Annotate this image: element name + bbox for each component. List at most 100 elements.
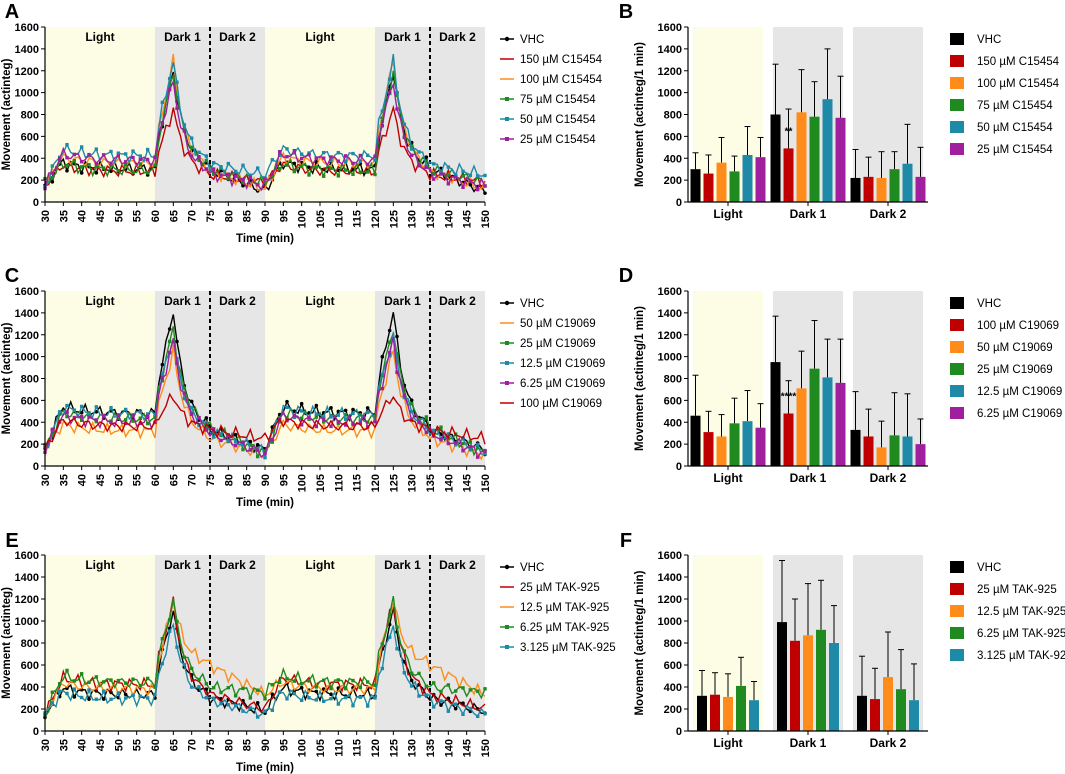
series-marker bbox=[116, 151, 121, 155]
series-marker bbox=[468, 182, 473, 187]
y-tick-label: 1200 bbox=[658, 330, 682, 342]
series-marker bbox=[94, 164, 99, 168]
series-marker bbox=[292, 148, 297, 153]
bar bbox=[822, 99, 833, 202]
series-marker bbox=[145, 421, 150, 426]
series-marker bbox=[321, 156, 326, 160]
series-marker bbox=[358, 170, 363, 174]
series-marker bbox=[101, 689, 106, 693]
series-marker bbox=[299, 164, 304, 169]
series-marker bbox=[314, 698, 319, 702]
series-marker bbox=[365, 162, 370, 167]
series-marker bbox=[204, 687, 209, 691]
series-marker bbox=[292, 691, 297, 696]
legend-swatch bbox=[950, 319, 964, 331]
bar bbox=[889, 169, 900, 202]
series-marker bbox=[468, 440, 473, 444]
legend-swatch bbox=[950, 77, 964, 89]
series-marker bbox=[343, 695, 348, 700]
series-marker bbox=[138, 154, 143, 158]
series-marker bbox=[189, 145, 194, 149]
y-tick-label: 1600 bbox=[15, 22, 39, 34]
series-marker bbox=[189, 405, 194, 410]
series-marker bbox=[94, 418, 99, 422]
series-marker bbox=[439, 689, 443, 694]
series-marker bbox=[461, 441, 465, 446]
series-marker bbox=[387, 328, 392, 333]
bar bbox=[883, 677, 893, 731]
series-marker bbox=[329, 155, 333, 159]
y-tick-label: 0 bbox=[33, 461, 39, 473]
legend-label: 75 µM C15454 bbox=[520, 94, 596, 106]
x-tick-label: 110 bbox=[333, 210, 345, 228]
y-tick-label: 1200 bbox=[658, 66, 682, 78]
series-marker bbox=[211, 686, 216, 690]
series-marker bbox=[292, 161, 297, 166]
series-marker bbox=[336, 420, 341, 424]
series-marker bbox=[299, 156, 304, 161]
series-marker bbox=[167, 350, 172, 355]
series-marker bbox=[57, 681, 62, 686]
significance-mark: **** bbox=[781, 392, 797, 403]
series-marker bbox=[182, 391, 187, 395]
series-marker bbox=[72, 415, 77, 420]
legend-label: VHC bbox=[977, 298, 1001, 310]
series-marker bbox=[226, 161, 231, 166]
legend-swatch bbox=[950, 363, 964, 375]
series-marker bbox=[204, 696, 209, 700]
series-marker bbox=[160, 100, 165, 105]
series-marker bbox=[461, 169, 465, 173]
bar bbox=[889, 435, 900, 466]
series-marker bbox=[167, 618, 172, 622]
series-marker bbox=[453, 706, 458, 711]
series-marker bbox=[380, 372, 385, 377]
bar bbox=[835, 117, 846, 202]
phase-label: Dark 2 bbox=[439, 30, 476, 44]
series-marker bbox=[292, 679, 297, 683]
series-marker bbox=[453, 175, 458, 179]
x-tick-label: 65 bbox=[168, 210, 180, 222]
legend-marker bbox=[505, 361, 509, 365]
series-marker bbox=[116, 678, 121, 683]
series-marker bbox=[72, 687, 77, 691]
series-marker bbox=[307, 415, 311, 419]
series-marker bbox=[475, 174, 480, 178]
legend-label: 6.25 µM C19069 bbox=[520, 378, 605, 390]
legend-label: VHC bbox=[520, 298, 544, 310]
series-marker bbox=[79, 672, 84, 676]
series-marker bbox=[101, 414, 106, 418]
series-marker bbox=[424, 684, 429, 688]
bar bbox=[742, 421, 753, 466]
y-tick-label: 1200 bbox=[15, 66, 39, 78]
legend-marker bbox=[505, 645, 509, 649]
series-marker bbox=[314, 403, 319, 408]
series-marker bbox=[241, 443, 245, 447]
x-tick-label: 55 bbox=[132, 210, 144, 222]
series-marker bbox=[204, 428, 209, 432]
series-marker bbox=[380, 354, 385, 359]
series-marker bbox=[175, 361, 179, 366]
series-marker bbox=[87, 162, 91, 167]
series-marker bbox=[292, 169, 297, 174]
bar bbox=[697, 695, 707, 731]
series-marker bbox=[248, 439, 253, 444]
series-marker bbox=[299, 401, 304, 406]
x-tick-label: 140 bbox=[443, 210, 455, 228]
y-tick-label: 200 bbox=[21, 704, 39, 716]
series-marker bbox=[153, 692, 157, 697]
y-tick-label: 400 bbox=[664, 153, 682, 165]
phase-label: Dark 2 bbox=[219, 558, 256, 572]
x-tick-label: 135 bbox=[425, 739, 437, 757]
y-axis-title: Movement (actinteg/1 min) bbox=[634, 42, 646, 187]
series-marker bbox=[160, 661, 165, 666]
series-marker bbox=[483, 452, 487, 456]
series-marker bbox=[189, 412, 194, 417]
series-marker bbox=[219, 438, 223, 443]
x-axis-title: Time (min) bbox=[236, 233, 294, 245]
bar bbox=[755, 157, 766, 202]
series-marker bbox=[109, 678, 113, 682]
y-tick-label: 1400 bbox=[658, 572, 682, 584]
bar bbox=[809, 368, 820, 466]
series-line bbox=[44, 392, 486, 448]
y-tick-label: 1600 bbox=[658, 286, 682, 298]
